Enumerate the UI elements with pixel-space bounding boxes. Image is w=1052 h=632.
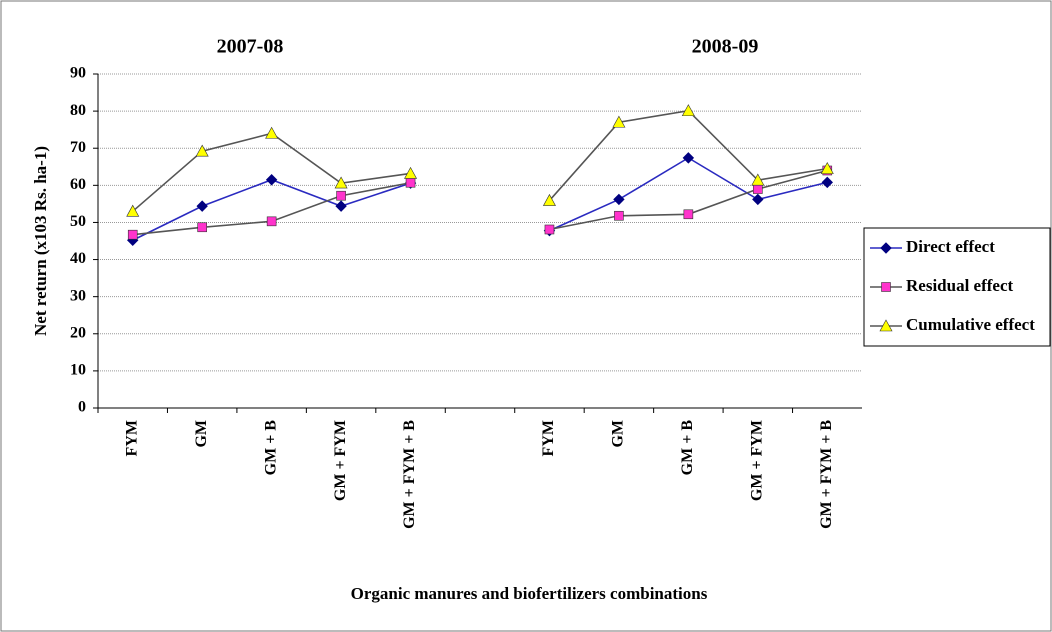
data-point [126,204,140,217]
data-point [195,144,209,157]
legend-marker [881,282,891,292]
data-point [683,209,694,220]
data-point [614,210,624,221]
y-tick-label: 20 [70,324,86,341]
data-point [542,193,556,206]
data-point [612,115,626,128]
x-tick-label: GM + FYM + B [818,420,835,529]
data-point [681,104,695,117]
data-point [404,166,418,179]
data-point [613,193,625,206]
x-axis-label: Organic manures and biofertilizers combi… [351,584,708,603]
data-point [127,229,138,240]
data-point [335,200,347,212]
y-tick-label: 30 [70,287,86,304]
group-title: 2007-08 [217,36,284,58]
x-tick-label: GM + B [679,420,696,476]
x-tick-label: FYM [540,420,557,456]
y-tick-label: 10 [70,362,86,379]
y-tick-label: 0 [78,399,86,416]
y-tick-label: 80 [70,102,86,119]
legend-label: Direct effect [906,237,995,256]
data-point [753,184,763,194]
data-point [197,222,207,233]
y-tick-label: 60 [70,176,86,193]
group-title: 2008-09 [692,36,759,58]
y-axis-label: Net return (x103 Rs. ha-1) [31,146,50,336]
x-tick-label: GM [610,420,627,448]
x-tick-label: FYM [123,420,140,456]
y-tick-label: 40 [70,250,86,267]
data-point [820,162,834,174]
data-point [544,224,555,235]
y-tick-label: 90 [70,65,86,82]
legend-marker [879,319,893,332]
data-point [751,173,765,186]
data-point [196,200,208,212]
y-tick-label: 70 [70,139,86,156]
data-point [265,126,279,139]
x-tick-label: GM + FYM + B [401,420,418,529]
data-point [334,176,348,189]
legend-label: Cumulative effect [906,315,1035,334]
data-point [336,190,346,201]
legend-marker [880,242,892,254]
x-tick-label: GM + B [262,420,279,476]
data-point [266,216,277,227]
data-point [682,152,695,164]
y-tick-label: 50 [70,213,86,230]
data-point [821,176,833,189]
x-tick-label: GM + FYM [332,420,349,501]
x-tick-label: GM [193,420,210,448]
data-point [752,193,764,206]
legend-label: Residual effect [906,276,1014,295]
data-point [405,177,416,188]
x-tick-label: GM + FYM [748,420,765,501]
data-point [265,174,278,186]
